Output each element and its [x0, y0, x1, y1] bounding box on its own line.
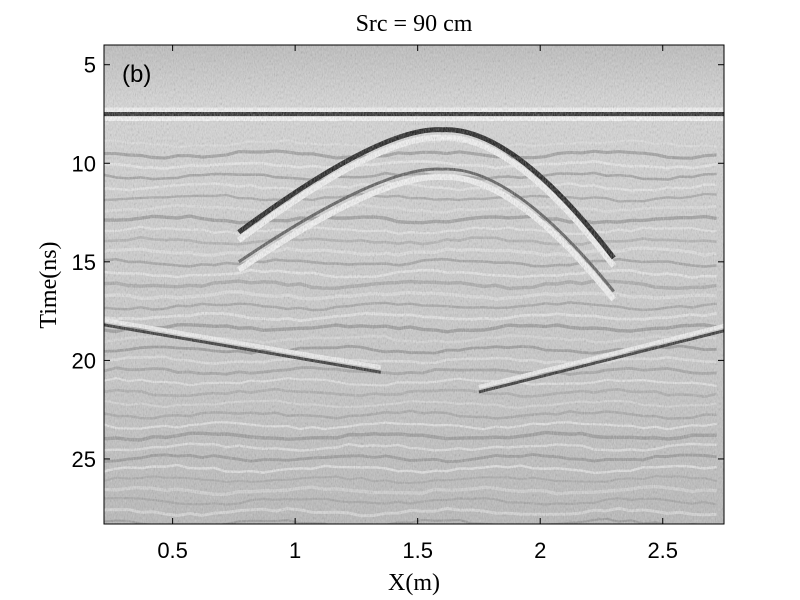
x-tick-label: 1.5 — [402, 538, 433, 563]
noise-texture — [104, 45, 724, 524]
panel-label: (b) — [122, 61, 151, 88]
chart-title: Src = 90 cm — [356, 11, 473, 37]
x-axis: 0.5 1 1.5 2 2.5 — [157, 45, 678, 563]
y-tick-label: 25 — [72, 447, 96, 472]
y-tick-label: 20 — [72, 348, 96, 373]
x-tick-label: 2.5 — [647, 538, 678, 563]
plot-area — [104, 45, 724, 524]
x-axis-label: X(m) — [388, 570, 440, 596]
y-tick-label: 10 — [72, 151, 96, 176]
axes-frame — [103, 44, 725, 525]
x-tick-label: 0.5 — [157, 538, 188, 563]
y-axis: 5 10 15 20 25 — [72, 53, 724, 472]
y-tick-label: 5 — [84, 53, 96, 78]
y-tick-label: 15 — [72, 250, 96, 275]
x-tick-label: 2 — [534, 538, 546, 563]
y-axis-label: Time(ns) — [36, 241, 62, 328]
x-tick-label: 1 — [289, 538, 301, 563]
